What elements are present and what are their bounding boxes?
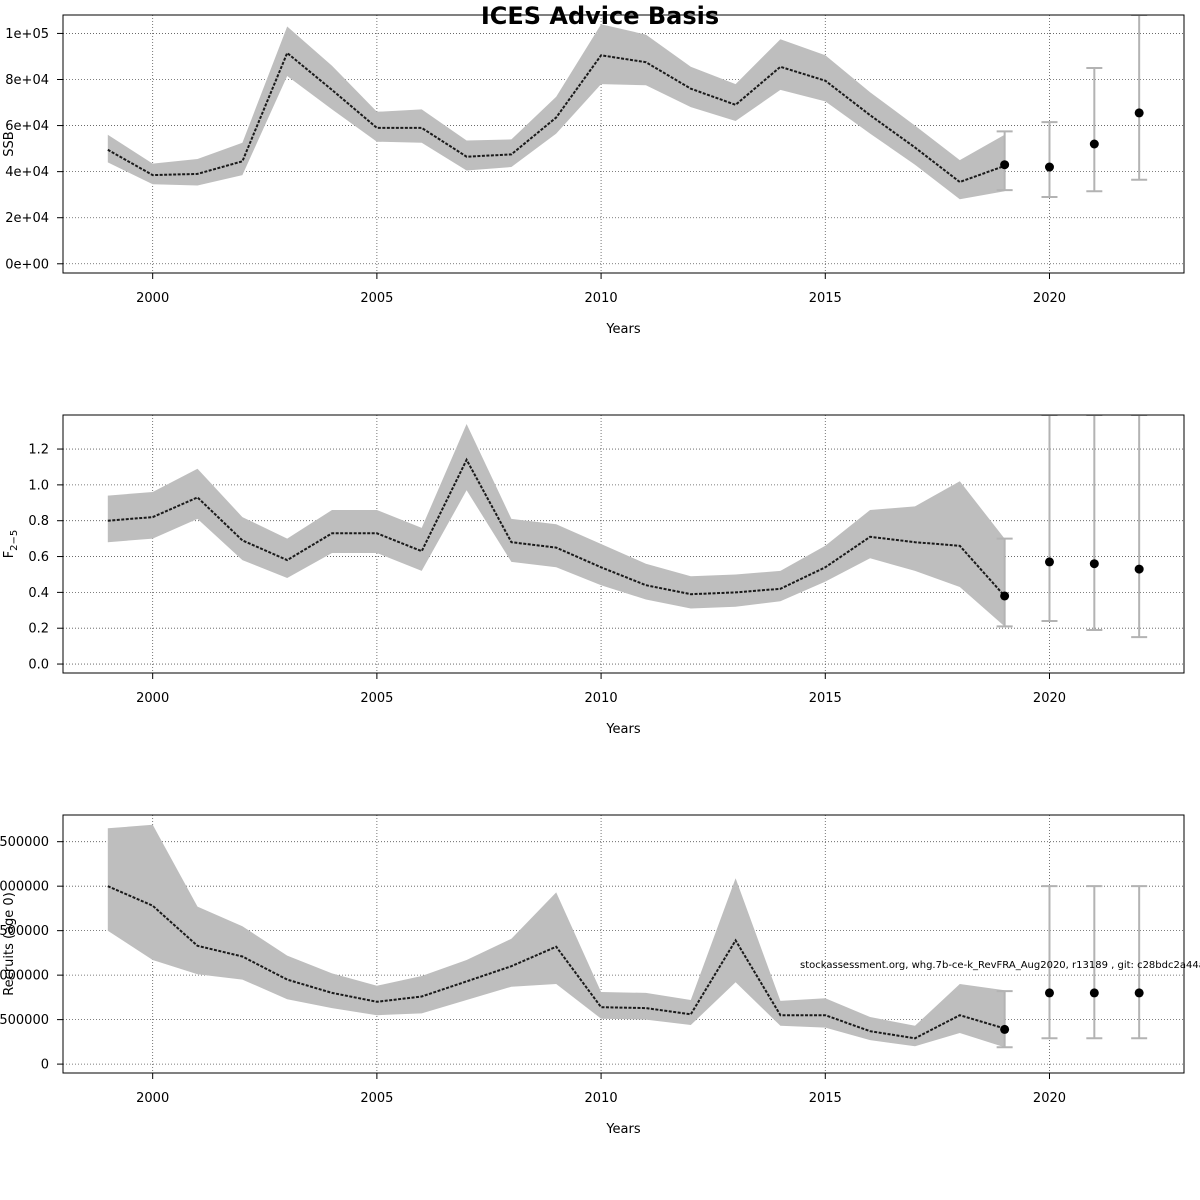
- panel-1-forecast-point-2020: [1044, 162, 1054, 172]
- panel-2-forecast-point-2019: [1000, 591, 1010, 601]
- panel-2-ytick-label-4: 0.8: [28, 514, 49, 529]
- panel-1-x-axis-title: Years: [605, 322, 641, 337]
- panel-3-ytick-label-5: 2500000: [0, 835, 49, 850]
- panel-1-xtick-label-2015: 2015: [809, 291, 842, 306]
- panel-3-xtick-label-2010: 2010: [585, 1091, 618, 1106]
- panel-1-ytick-label-3: 6e+04: [5, 119, 49, 134]
- panel-1-ytick-label-2: 4e+04: [5, 165, 49, 180]
- panel-2-frame: [62, 414, 1185, 674]
- panel-3-plot-area: [107, 824, 1148, 1049]
- panel-1-xtick-label-2010: 2010: [585, 291, 618, 306]
- panel-3-forecast-point-2019: [1000, 1024, 1010, 1034]
- panel-2-y-axis-subscript: 2−5: [9, 530, 20, 551]
- panel-3-estimate-line: [107, 885, 1005, 1040]
- panel-1-forecast-point-2021: [1089, 139, 1099, 149]
- panel-2-ytick-label-2: 0.4: [28, 586, 49, 601]
- panel-3-ytick-label-2: 1000000: [0, 969, 49, 984]
- panel-2-ytick-label-3: 0.6: [28, 550, 49, 565]
- panel-1-ytick-label-1: 2e+04: [5, 211, 49, 226]
- panel-2-plot-area: [107, 415, 1148, 639]
- panel-3-ytick-label-1: 500000: [0, 1013, 49, 1028]
- panel-3-confidence-band: [107, 824, 1005, 1048]
- panel-1-frame: [62, 14, 1185, 274]
- panel-1-ytick-label-0: 0e+00: [5, 257, 49, 272]
- panel-1-plot-area: [107, 15, 1148, 200]
- panel-2-ytick-label-0: 0.0: [28, 658, 49, 673]
- panel-2-ytick-label-6: 1.2: [28, 443, 49, 458]
- panel-2-forecast-point-2021: [1089, 559, 1099, 569]
- panel-3-frame: [62, 814, 1185, 1074]
- panel-3-xtick-label-2005: 2005: [360, 1091, 393, 1106]
- panel-1-forecast-point-2019: [1000, 160, 1010, 170]
- panel-1-ytick-label-5: 1e+05: [5, 27, 49, 42]
- panel-2-xtick-label-2005: 2005: [360, 691, 393, 706]
- panel-3-xtick-label-2020: 2020: [1033, 1091, 1066, 1106]
- panel-3-y-axis-title: Recruits (age 0): [2, 892, 17, 996]
- panel-2-forecast-point-2020: [1044, 557, 1054, 567]
- panel-1-ytick-label-4: 8e+04: [5, 73, 49, 88]
- panel-1-xtick-label-2005: 2005: [360, 291, 393, 306]
- panel-3-x-axis-title: Years: [605, 1122, 641, 1137]
- panel-2-y-axis-title: F2−5: [2, 530, 20, 559]
- panel-2-xtick-label-2020: 2020: [1033, 691, 1066, 706]
- panel-1-xtick-label-2000: 2000: [136, 291, 169, 306]
- panel-3-xtick-label-2015: 2015: [809, 1091, 842, 1106]
- panel-1-confidence-band: [107, 24, 1005, 200]
- chart-title: ICES Advice Basis: [480, 2, 720, 30]
- panel-3-forecast-point-2020: [1044, 988, 1054, 998]
- panel-2-xtick-label-2015: 2015: [809, 691, 842, 706]
- panel-1-forecast-point-2022: [1134, 108, 1144, 118]
- panel-3: 2000 2005 2010 2015 2020 0 500000 1000000 150000…: [0, 814, 1185, 1137]
- panel-2-estimate-line: [107, 457, 1006, 597]
- panel-3-forecast-point-2022: [1134, 988, 1144, 998]
- panel-1: 2000 2005 2010 2015 2020 0e+00 2e+04 4e+04 6e+04…: [2, 14, 1185, 337]
- panel-3-forecast-point-2021: [1089, 988, 1099, 998]
- panel-2: 2000 2005 2010 2015 2020 0.0 0.2 0.4 0.6 0.8 1.0 1.…: [2, 414, 1185, 737]
- panel-1-estimate-line: [107, 51, 1005, 184]
- panel-2-x-axis-title: Years: [605, 722, 641, 737]
- panel-2-forecast-point-2022: [1134, 564, 1144, 574]
- stock-assessment-stamp: stockassessment.org, whg.7b-ce-k_RevFRA_…: [800, 960, 1200, 971]
- panel-2-confidence-band: [107, 424, 1005, 627]
- panel-2-ytick-label-1: 0.2: [28, 622, 49, 637]
- panel-3-ytick-label-0: 0: [41, 1058, 49, 1073]
- panel-2-xtick-label-2010: 2010: [585, 691, 618, 706]
- panel-2-ytick-label-5: 1.0: [28, 478, 49, 493]
- panel-1-xtick-label-2020: 2020: [1033, 291, 1066, 306]
- panel-3-ytick-label-4: 2000000: [0, 880, 49, 895]
- panel-2-xtick-label-2000: 2000: [136, 691, 169, 706]
- panel-3-xtick-label-2000: 2000: [136, 1091, 169, 1106]
- panel-1-y-axis-title: SSB: [2, 131, 17, 156]
- panel-3-ytick-label-3: 1500000: [0, 924, 49, 939]
